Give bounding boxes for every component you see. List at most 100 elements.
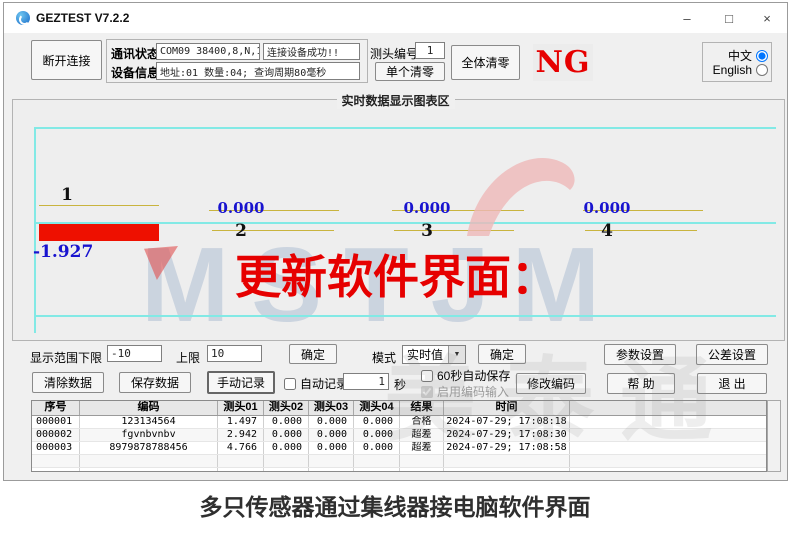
minimize-button[interactable]: – [683,10,691,26]
table-header-cell: 结果 [400,401,444,415]
table-row[interactable]: 000001 123134564 1.497 0.000 0.000 0.000 合格 202… [32,416,766,429]
auto-record-label: 自动记录 [300,377,349,391]
table-cell: 123134564 [80,416,218,428]
overlay-annotation: 更新软件界面： [235,251,557,303]
table-header-cell: 序号 [32,401,80,415]
channel4-lower-line [585,230,697,231]
results-table: 序号 编码 测头01 测头02 测头03 测头04 结果 时间 000001 123134564… [31,400,767,472]
manual-record-button[interactable]: 手动记录 [207,371,275,394]
table-cell [80,455,218,467]
table-cell: 000003 [32,442,80,454]
help-button[interactable]: 帮 助 [607,373,675,394]
table-cell: 0.000 [309,429,354,441]
table-header-cell: 测头01 [218,401,264,415]
table-row[interactable]: 000003 8979878788456 4.766 0.000 0.000 0.000 超… [32,442,766,455]
table-cell [570,455,766,467]
channel1-value: -1.927 [33,242,94,262]
channel1-upper-line [39,205,159,206]
table-cell: 2024-07-29; 17:08:30 [444,429,570,441]
table-cell: 4.766 [218,442,264,454]
table-cell [400,468,444,471]
channel3-value: 0.000 [403,199,451,217]
table-cell [32,455,80,467]
chart-area: MSTJM 1 -1.927 0.000 2 0.000 3 0.000 4 更… [12,99,785,341]
table-cell: 0.000 [354,416,400,428]
language-zh-label: 中文 [727,49,752,63]
table-cell [570,416,766,428]
results-table-header: 序号 编码 测头01 测头02 测头03 测头04 结果 时间 [32,401,766,416]
table-cell [218,455,264,467]
table-header-cell [570,401,766,415]
table-cell: 超差 [400,429,444,441]
table-cell: 0.000 [264,429,309,441]
channel3-number: 3 [421,221,433,241]
table-cell: 0.000 [354,442,400,454]
clear-data-button[interactable]: 清除数据 [32,372,104,393]
table-row [32,468,766,471]
range-lower-input[interactable] [107,345,162,362]
comm-result-field[interactable]: 连接设备成功!! [263,43,360,60]
code-input-checkbox [421,385,433,398]
channel3-upper-line [392,210,524,211]
table-scrollbar[interactable] [767,400,781,472]
table-cell: 0.000 [309,416,354,428]
language-zh-option[interactable]: 中文 [706,47,768,64]
table-cell: 2.942 [218,429,264,441]
maximize-button[interactable]: □ [725,10,733,26]
chart-bottom-line [34,315,776,317]
probe-no-label: 测头编号 [370,47,419,61]
table-row[interactable]: 000002 fgvnbvnbv 2.942 0.000 0.000 0.000 超差 202… [32,429,766,442]
title-bar: GEZTEST V7.2.2 – □ × [4,3,787,33]
table-header-cell: 测头02 [264,401,309,415]
table-cell [444,468,570,471]
language-en-option[interactable]: English [706,63,768,77]
disconnect-button[interactable]: 断开连接 [31,40,102,80]
range-confirm-button[interactable]: 确定 [289,344,337,364]
code-input-label: 启用编码输入 [437,385,510,399]
channel2-upper-line [209,210,339,211]
tolerance-settings-button[interactable]: 公差设置 [696,344,768,365]
table-cell [32,468,80,471]
autosave-checkbox[interactable] [421,369,433,382]
mode-select-value: 实时值 [407,348,444,362]
channel1-bar [39,224,159,241]
table-cell [570,468,766,471]
auto-record-interval-input[interactable] [343,373,389,390]
table-cell [354,468,400,471]
language-frame [702,42,772,82]
all-zero-button[interactable]: 全体清零 [451,45,520,80]
autosave-option[interactable]: 60秒自动保存 [421,367,510,384]
language-zh-radio[interactable] [756,49,768,62]
language-en-radio[interactable] [756,64,768,76]
single-zero-button[interactable]: 单个清零 [375,62,445,81]
exit-button[interactable]: 退 出 [697,373,767,394]
device-info-field[interactable]: 地址:01 数量:04; 查询周期80毫秒 [156,62,360,80]
probe-no-input[interactable] [415,42,445,59]
close-button[interactable]: × [763,10,771,26]
table-cell [309,455,354,467]
chevron-down-icon[interactable]: ▼ [448,346,465,363]
comm-port-field[interactable]: COM09 38400,8,N,1 [156,43,260,60]
save-data-button[interactable]: 保存数据 [119,372,191,393]
table-cell: 000002 [32,429,80,441]
channel4-number: 4 [601,221,613,241]
table-cell: fgvnbvnbv [80,429,218,441]
table-cell: 超差 [400,442,444,454]
comm-status-label: 通讯状态 [111,47,160,61]
table-cell [400,455,444,467]
mode-confirm-button[interactable]: 确定 [478,344,526,364]
table-cell [264,455,309,467]
modify-code-button[interactable]: 修改编码 [516,373,586,394]
auto-record-option[interactable]: 自动记录 [284,375,348,392]
table-cell: 000001 [32,416,80,428]
mode-select[interactable]: 实时值 ▼ [402,345,466,364]
range-upper-input[interactable] [207,345,262,362]
param-settings-button[interactable]: 参数设置 [604,344,676,365]
channel2-lower-line [212,230,334,231]
table-cell [444,455,570,467]
auto-record-checkbox[interactable] [284,377,296,390]
chart-zero-line [34,222,776,224]
table-cell: 2024-07-29; 17:08:18 [444,416,570,428]
table-cell [218,468,264,471]
table-cell [570,442,766,454]
